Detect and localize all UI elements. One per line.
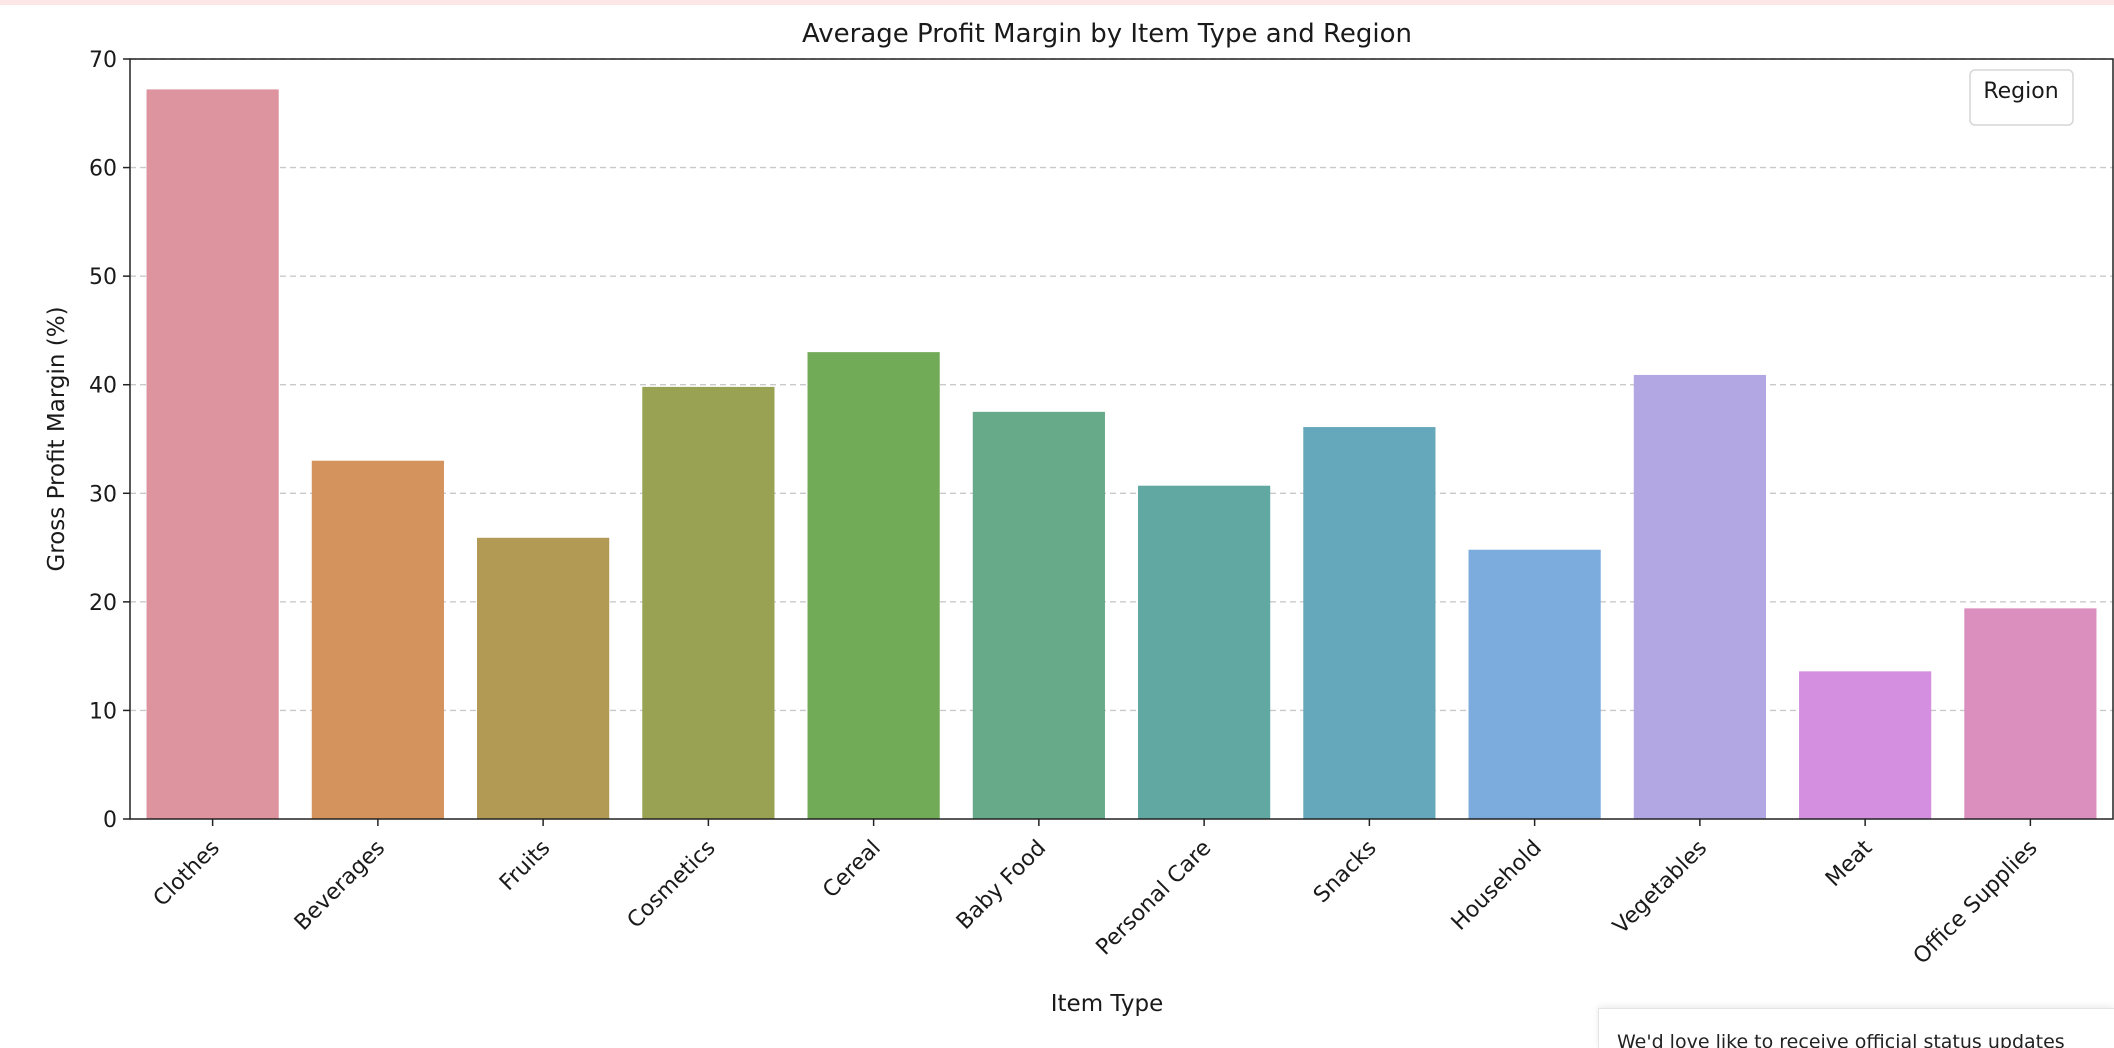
y-tick-label: 10 (89, 699, 117, 724)
y-axis: 0 10 20 30 40 50 60 70 (89, 48, 130, 833)
top-strip (0, 0, 2114, 5)
bar (1303, 427, 1436, 819)
chart-title: Average Profit Margin by Item Type and R… (802, 19, 1412, 49)
y-tick-label: 40 (89, 374, 117, 399)
bar (477, 537, 610, 819)
bars (146, 89, 2097, 819)
x-tick-label: Cosmetics (623, 836, 721, 934)
y-tick-label: 50 (89, 265, 117, 290)
x-tick-label: Baby Food (952, 836, 1051, 935)
notification-toast[interactable]: We'd love like to receive official statu… (1598, 1008, 2114, 1048)
x-tick-label: Personal Care (1092, 836, 1217, 961)
x-tick-label: Household (1447, 836, 1547, 936)
x-tick-label: Clothes (149, 836, 225, 912)
notification-text: We'd love like to receive official statu… (1617, 1031, 2065, 1048)
bar (642, 386, 775, 819)
legend-title: Region (1983, 79, 2058, 104)
x-tick-label: Office Supplies (1909, 836, 2043, 970)
bar (807, 352, 940, 819)
x-tick-label: Fruits (495, 836, 555, 896)
plot-frame (129, 58, 2114, 820)
x-axis-label: Item Type (1051, 991, 1164, 1017)
y-tick-label: 0 (103, 808, 117, 833)
bar (1468, 549, 1601, 819)
x-tick-label: Beverages (290, 836, 390, 936)
bar (1633, 374, 1766, 819)
bar (972, 411, 1105, 819)
y-tick-label: 70 (89, 48, 117, 73)
bar (1138, 485, 1271, 819)
y-tick-label: 60 (89, 157, 117, 182)
x-tick-label: Cereal (818, 836, 886, 904)
x-axis: Clothes Beverages Fruits Cosmetics Cereal Bab… (149, 819, 2043, 969)
grid-lines (130, 58, 2113, 712)
y-axis-label: Gross Profit Margin (%) (44, 306, 70, 571)
legend: Region (1969, 69, 2074, 126)
x-tick-label: Snacks (1309, 836, 1382, 909)
legend-box (1969, 69, 2074, 126)
bar (311, 460, 444, 819)
bar (1964, 608, 2097, 819)
y-tick-label: 20 (89, 591, 117, 616)
bar (146, 89, 279, 819)
x-tick-label: Vegetables (1608, 836, 1712, 940)
y-tick-label: 30 (89, 482, 117, 507)
bar (1799, 671, 1932, 819)
x-tick-label: Meat (1821, 835, 1878, 892)
